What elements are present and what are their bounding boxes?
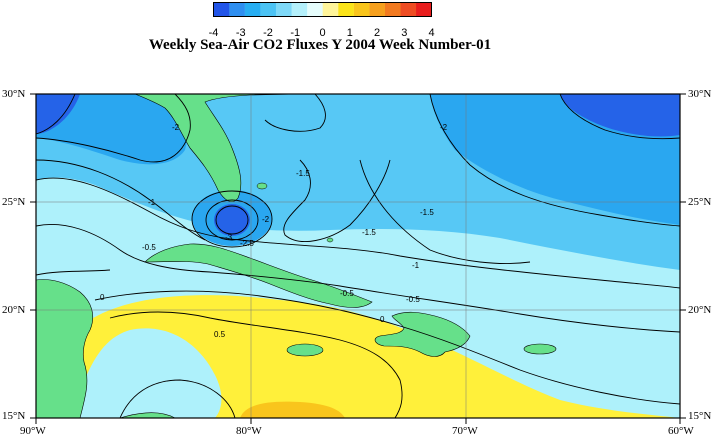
colorbar-tick-label: 2 bbox=[373, 27, 381, 39]
lon-label: 80°W bbox=[236, 425, 262, 437]
lon-label: 70°W bbox=[452, 425, 478, 437]
contour-label: -1 bbox=[148, 198, 156, 207]
land-florida bbox=[134, 94, 301, 202]
colorbar-tick-label: -1 bbox=[290, 27, 301, 39]
colorbar-swatch bbox=[369, 2, 385, 17]
land-yucatan bbox=[36, 279, 93, 418]
colorbar-tick-label: 1 bbox=[346, 27, 353, 39]
contour-label: -3 bbox=[225, 233, 233, 242]
contour-label: -2 bbox=[262, 215, 270, 224]
contour-label: -0.5 bbox=[340, 289, 354, 298]
colorbar-tick-label: 0 bbox=[319, 27, 326, 39]
contour-label: 0.5 bbox=[214, 330, 226, 339]
contour-label: -2 bbox=[440, 123, 448, 132]
colorbar-swatch bbox=[229, 2, 245, 17]
sink-region-northwest bbox=[36, 94, 187, 165]
contour-line bbox=[559, 94, 680, 140]
contour-label: -1.5 bbox=[296, 169, 310, 178]
axis-ticks bbox=[30, 93, 686, 424]
land-bahamas-2 bbox=[326, 237, 334, 243]
contour-line bbox=[36, 94, 191, 163]
strong-sink-florida-straits bbox=[214, 204, 250, 236]
contour-line bbox=[36, 94, 76, 135]
lon-label: 60°W bbox=[668, 425, 694, 437]
contour-label: -1.5 bbox=[362, 228, 376, 237]
lon-label: 90°W bbox=[20, 425, 46, 437]
lat-label-right: 20°N bbox=[688, 304, 712, 316]
contour-line bbox=[264, 94, 326, 132]
colorbar-swatch bbox=[384, 2, 401, 17]
colorbar-swatch bbox=[400, 2, 417, 17]
contour-label: 0 bbox=[380, 315, 385, 324]
contour-line bbox=[36, 269, 111, 276]
contour-label: -1.5 bbox=[420, 208, 434, 217]
colorbar-swatch bbox=[291, 2, 308, 17]
graticule bbox=[36, 94, 680, 418]
lat-label-left: 20°N bbox=[2, 304, 26, 316]
contour-line bbox=[191, 190, 273, 248]
contour-label: -0.5 bbox=[142, 243, 156, 252]
contour-label: -2.5 bbox=[240, 239, 254, 248]
colorbar-swatch bbox=[244, 2, 261, 17]
contour-line bbox=[205, 199, 259, 241]
strong-source-south bbox=[240, 401, 345, 418]
colorbar-swatches bbox=[213, 2, 432, 17]
land-jamaica bbox=[286, 343, 324, 357]
contour-line bbox=[109, 311, 403, 418]
strong-sink-northeast bbox=[560, 94, 680, 137]
colorbar-swatch bbox=[353, 2, 370, 17]
colorbar-swatch bbox=[415, 2, 432, 17]
contour-line bbox=[283, 159, 391, 242]
colorbar-swatch bbox=[306, 2, 323, 17]
land-bahamas bbox=[256, 182, 268, 190]
contour-label: -2 bbox=[172, 123, 180, 132]
weak-flux-gulf bbox=[70, 328, 222, 418]
colorbar-tick-label: 4 bbox=[428, 27, 435, 39]
map-title: Weekly Sea-Air CO2 Fluxes Y 2004 Week Nu… bbox=[148, 37, 492, 53]
contour-label: -1 bbox=[412, 261, 420, 270]
colorbar-swatch bbox=[322, 2, 339, 17]
lat-label-left: 30°N bbox=[2, 88, 26, 100]
colorbar-swatch bbox=[338, 2, 354, 17]
contour-line bbox=[36, 159, 206, 241]
strong-sink-northwest bbox=[36, 94, 80, 134]
colorbar-swatch bbox=[213, 2, 230, 17]
contour-line bbox=[94, 290, 680, 405]
colorbar-swatch bbox=[260, 2, 276, 17]
colorbar-tick-label: -2 bbox=[263, 27, 273, 39]
contour-line bbox=[215, 205, 249, 235]
contour-line bbox=[119, 379, 236, 418]
lat-label-right: 25°N bbox=[688, 196, 712, 208]
lat-label-right: 15°N bbox=[688, 410, 712, 422]
colorbar-tick-label: -4 bbox=[208, 27, 219, 39]
lat-label-right: 30°N bbox=[688, 88, 712, 100]
colorbar-tick-label: -3 bbox=[235, 27, 246, 39]
lat-label-left: 15°N bbox=[2, 410, 26, 422]
contour-line bbox=[36, 177, 680, 289]
contour-label: -0.5 bbox=[406, 295, 420, 304]
contour-line bbox=[36, 224, 680, 333]
map-frame bbox=[35, 93, 681, 419]
colorbar bbox=[213, 2, 433, 27]
contour-line bbox=[429, 94, 680, 227]
colorbar-tick-label: 3 bbox=[401, 27, 408, 39]
contour-line bbox=[359, 159, 531, 264]
colorbar-swatch bbox=[275, 2, 292, 17]
contour-label: 0 bbox=[100, 293, 105, 302]
land-puerto-rico bbox=[523, 343, 557, 355]
land-hispaniola bbox=[374, 311, 471, 357]
land-cuba bbox=[144, 243, 373, 308]
contour-lines bbox=[36, 94, 680, 418]
lat-label-left: 25°N bbox=[2, 196, 26, 208]
